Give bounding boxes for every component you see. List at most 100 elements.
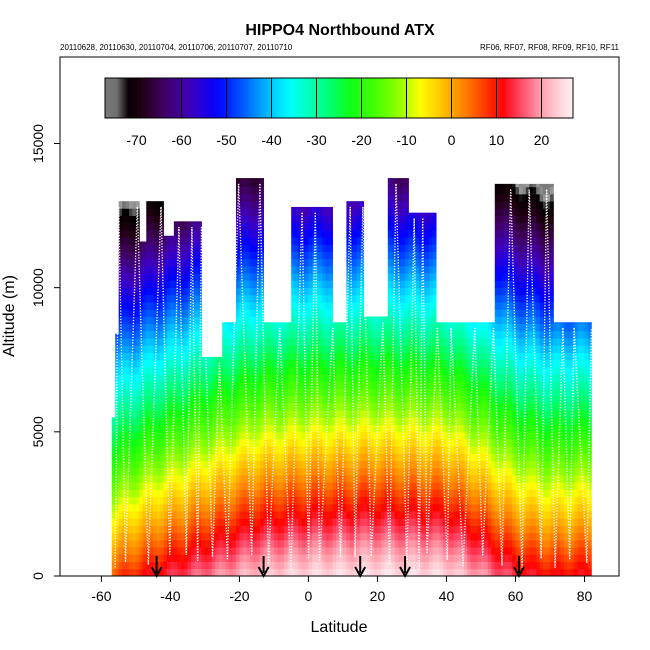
heat-cell [477,482,482,490]
heat-cell [249,244,254,253]
heat-cell [287,322,292,325]
heat-cell [239,345,244,353]
heat-cell [422,330,427,339]
heat-cell [380,489,385,498]
heat-cell [463,475,468,483]
heat-cell [356,352,361,361]
heat-cell [135,482,140,490]
heat-cell [229,388,233,397]
heat-cell [408,251,413,260]
heat-cell [467,539,472,548]
heat-cell [191,221,195,224]
heat-cell [487,330,492,339]
heat-cell [487,539,492,548]
heat-cell [180,345,185,353]
heat-cell [139,345,144,353]
heat-cell [187,518,192,526]
heat-cell [391,496,396,505]
heat-cell [187,221,192,224]
heat-cell [405,403,409,411]
heat-cell [260,222,264,231]
heat-cell [204,381,209,389]
heat-cell [298,460,302,469]
heat-cell [142,241,147,245]
heat-cell [304,273,309,281]
heat-cell [270,359,275,368]
heat-cell [198,294,202,303]
heat-cell [360,388,365,397]
heat-cell [474,388,478,397]
heat-cell [349,489,354,498]
heat-cell [408,273,413,281]
heat-cell [253,178,258,180]
heat-cell [129,518,133,526]
heat-cell [456,323,461,332]
heat-cell [280,489,285,498]
heat-cell [367,330,371,339]
heat-cell [180,222,185,231]
heat-cell [149,475,154,483]
heat-cell [398,539,403,548]
heat-cell [329,489,333,498]
heat-cell [429,446,434,454]
heat-cell [315,330,320,339]
heat-cell [411,539,416,548]
heat-cell [484,439,489,447]
heat-cell [411,345,416,353]
heat-cell [387,503,392,512]
heat-cell [360,496,365,505]
heat-cell [453,475,458,483]
heat-cell [363,496,368,505]
heat-cell [301,244,306,253]
heat-cell [353,482,358,490]
heat-cell [394,330,399,339]
heat-cell [304,388,309,397]
heat-cell [315,237,320,245]
heat-cell [429,345,434,353]
heat-cell [443,431,447,440]
heat-cell [180,489,185,498]
heat-cell [304,237,309,245]
heat-cell [370,345,375,353]
heat-cell [484,489,489,498]
heat-cell [480,460,485,469]
heat-cell [322,568,327,576]
heat-cell [301,532,306,541]
heat-cell [125,467,130,476]
heat-cell [443,352,447,361]
heat-cell [394,475,399,483]
heat-cell [491,489,496,498]
heat-cell [401,338,406,346]
heat-cell [322,366,327,375]
heat-cell [339,403,344,411]
heat-cell [387,294,392,303]
heat-cell [263,475,268,483]
heat-cell [411,280,416,289]
heat-cell [194,309,199,317]
heat-cell [163,323,168,332]
heat-cell [170,482,175,490]
heat-cell [304,359,309,368]
heat-cell [249,345,254,353]
heat-cell [166,273,171,281]
heat-cell [118,532,123,541]
heat-cell [163,568,168,576]
heat-cell [398,230,403,238]
heat-cell [342,496,347,505]
heat-cell [122,568,126,576]
heat-cell [436,518,440,526]
heat-cell [304,568,309,576]
heat-cell [463,453,468,462]
heat-cell [370,403,375,411]
heat-cell [166,302,171,310]
heat-cell [425,366,430,375]
heat-cell [146,244,151,253]
heat-cell [132,338,137,346]
heat-cell [325,525,330,534]
heat-cell [135,475,140,483]
heat-cell [294,345,299,353]
heat-cell [239,366,244,375]
heat-cell [135,410,140,418]
heat-cell [422,381,427,389]
